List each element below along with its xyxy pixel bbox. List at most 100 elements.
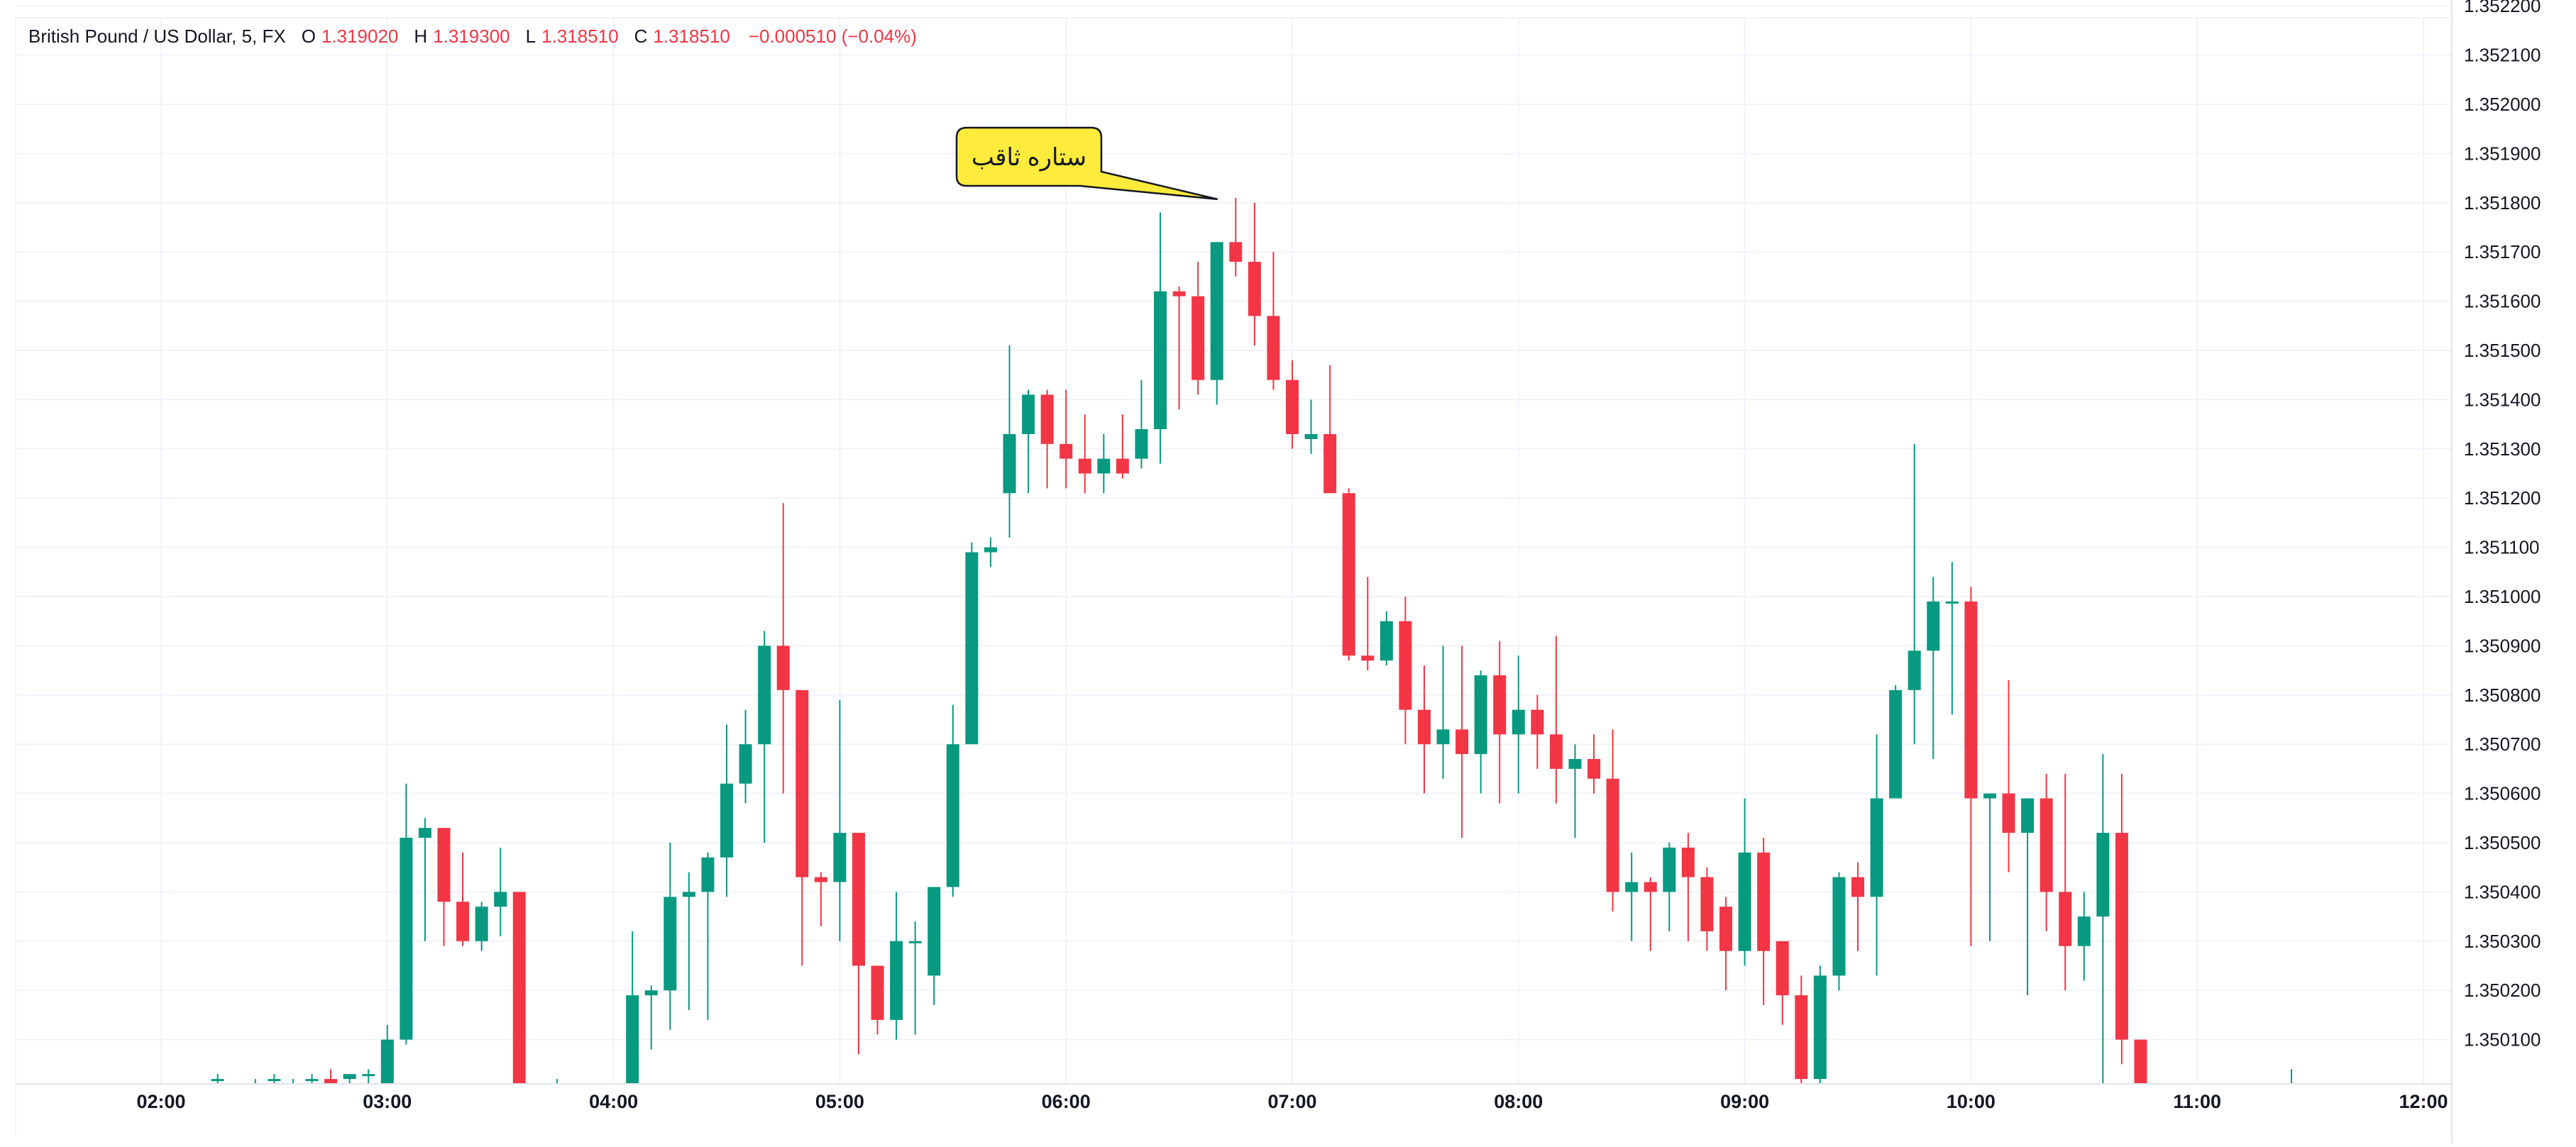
candle-03:00[interactable] (380, 1024, 394, 1089)
candle-07:15[interactable] (1342, 488, 1355, 661)
candle-05:10[interactable] (871, 965, 884, 1035)
candle-05:20[interactable] (908, 921, 922, 1035)
candle-05:35[interactable] (965, 542, 979, 745)
candle-05:40[interactable] (984, 537, 997, 567)
candle-10:40[interactable] (2115, 773, 2128, 1065)
candle-08:20[interactable] (1587, 734, 1601, 794)
candle-04:35[interactable] (739, 709, 752, 804)
candle-04:30[interactable] (720, 724, 733, 897)
candle-05:55[interactable] (1040, 389, 1054, 489)
candle-04:10[interactable] (644, 985, 658, 1050)
candle-03:30[interactable] (494, 847, 507, 936)
candle-10:25[interactable] (2059, 773, 2072, 991)
candle-09:55[interactable] (1945, 562, 1959, 715)
candle-02:40[interactable] (305, 1074, 319, 1089)
candle-09:10[interactable] (1776, 941, 1789, 1025)
candle-07:00[interactable] (1286, 360, 1299, 449)
candle-09:35[interactable] (1870, 734, 1883, 976)
candle-05:05[interactable] (852, 833, 865, 1055)
candle-06:45[interactable] (1229, 197, 1243, 277)
candle-10:45[interactable] (2134, 1039, 2147, 1089)
candle-02:15[interactable] (211, 1074, 224, 1089)
candle-10:05[interactable] (1983, 793, 1996, 941)
candle-06:55[interactable] (1267, 252, 1280, 390)
candle-08:05[interactable] (1531, 694, 1544, 769)
candle-09:25[interactable] (1832, 872, 1846, 991)
candle-11:25[interactable] (2285, 1069, 2298, 1089)
candle-04:45[interactable] (776, 503, 790, 794)
candle-09:30[interactable] (1851, 862, 1864, 951)
candle-09:20[interactable] (1813, 965, 1827, 1090)
candle-04:20[interactable] (682, 872, 695, 1010)
candle-10:20[interactable] (2040, 773, 2053, 931)
candle-07:35[interactable] (1417, 665, 1431, 794)
candle-08:10[interactable] (1549, 636, 1563, 804)
candle-09:50[interactable] (1927, 577, 1940, 760)
candle-04:15[interactable] (664, 843, 677, 1030)
candle-06:00[interactable] (1059, 389, 1073, 489)
candle-03:25[interactable] (475, 902, 488, 951)
candle-07:05[interactable] (1304, 399, 1318, 454)
candle-08:00[interactable] (1512, 655, 1525, 794)
candle-10:15[interactable] (2021, 798, 2035, 996)
candle-02:30[interactable] (268, 1074, 281, 1089)
candle-08:45[interactable] (1681, 833, 1695, 941)
candle-07:10[interactable] (1323, 365, 1337, 494)
candles[interactable] (0, 197, 2298, 1091)
candle-05:25[interactable] (928, 887, 941, 1006)
candle-03:05[interactable] (400, 783, 413, 1045)
candle-07:40[interactable] (1436, 645, 1450, 779)
candle-06:30[interactable] (1172, 286, 1186, 410)
candle-02:35[interactable] (287, 1079, 299, 1089)
candle-09:05[interactable] (1757, 838, 1771, 1006)
candle-02:45[interactable] (324, 1069, 338, 1089)
candle-09:15[interactable] (1795, 975, 1808, 1089)
candle-10:30[interactable] (2077, 892, 2091, 981)
candle-03:45[interactable] (551, 1079, 563, 1089)
candle-02:55[interactable] (362, 1069, 375, 1089)
candle-07:50[interactable] (1474, 670, 1487, 794)
candle-08:15[interactable] (1568, 744, 1582, 838)
candle-06:20[interactable] (1135, 379, 1148, 469)
candle-03:15[interactable] (437, 828, 451, 946)
candle-05:50[interactable] (1022, 389, 1035, 494)
candle-07:55[interactable] (1493, 641, 1507, 804)
candle-07:30[interactable] (1399, 597, 1412, 745)
candle-05:45[interactable] (1003, 345, 1016, 538)
candle-06:05[interactable] (1078, 414, 1091, 494)
candle-07:45[interactable] (1455, 645, 1469, 838)
candle-06:25[interactable] (1154, 212, 1167, 464)
candle-06:15[interactable] (1116, 414, 1129, 479)
candle-04:25[interactable] (701, 852, 715, 1020)
candle-06:40[interactable] (1210, 242, 1223, 405)
candle-03:10[interactable] (418, 818, 431, 941)
candle-08:50[interactable] (1700, 867, 1714, 951)
candle-09:45[interactable] (1908, 443, 1921, 745)
candle-04:50[interactable] (796, 689, 809, 966)
candle-02:25[interactable] (249, 1079, 262, 1089)
candle-10:00[interactable] (1964, 587, 1978, 946)
candle-09:40[interactable] (1889, 685, 1903, 799)
candle-04:40[interactable] (758, 631, 771, 843)
candle-08:40[interactable] (1663, 843, 1676, 931)
candle-05:30[interactable] (946, 704, 959, 897)
candle-08:35[interactable] (1644, 877, 1657, 951)
candle-06:50[interactable] (1248, 202, 1261, 346)
candle-09:00[interactable] (1738, 798, 1751, 966)
candle-06:10[interactable] (1097, 433, 1111, 494)
candle-10:10[interactable] (2002, 680, 2015, 872)
candle-08:30[interactable] (1625, 852, 1639, 941)
candle-07:25[interactable] (1380, 611, 1393, 666)
candle-07:20[interactable] (1361, 577, 1375, 671)
candle-06:35[interactable] (1191, 262, 1205, 395)
candle-02:50[interactable] (343, 1074, 356, 1089)
candle-08:25[interactable] (1606, 729, 1619, 912)
candle-10:35[interactable] (2096, 754, 2110, 1089)
candle-03:20[interactable] (456, 852, 470, 946)
candle-04:55[interactable] (814, 872, 827, 926)
candle-05:00[interactable] (833, 699, 847, 941)
candle-04:05[interactable] (626, 931, 639, 1089)
candle-05:15[interactable] (890, 892, 903, 1040)
